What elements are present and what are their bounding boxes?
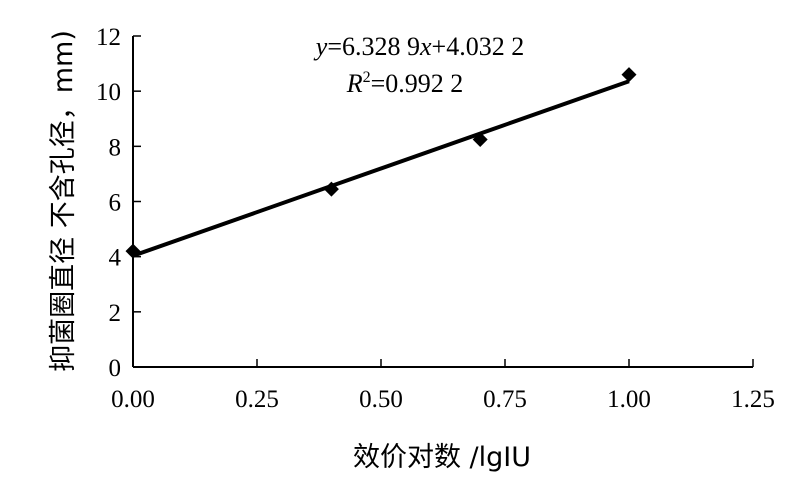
x-tick-label: 1.25	[731, 386, 775, 413]
x-tick-label: 0.50	[359, 386, 403, 413]
r-squared-label: R2=0.992 2	[346, 69, 464, 98]
y-tick-label: 8	[109, 134, 122, 161]
x-tick-label: 0.25	[235, 386, 279, 413]
y-tick-label: 12	[96, 24, 121, 51]
data-point-diamond	[621, 67, 637, 83]
x-tick-label: 0.00	[111, 386, 155, 413]
x-tick-label: 0.75	[483, 386, 527, 413]
trendline	[132, 79, 630, 258]
y-axis-title: 抑菌圈直径 不含孔径，mm)	[48, 30, 79, 372]
tick-labels: 0.00 0.25 0.50 0.75 1.00 1.25 0 2 4 6 8 10 12	[96, 24, 775, 413]
y-tick-label: 4	[109, 245, 122, 272]
y-tick-label: 2	[109, 300, 122, 327]
x-axis-title: 效价对数 /lgIU	[353, 442, 531, 473]
data-point-diamond	[125, 243, 141, 259]
y-tick-label: 0	[109, 355, 122, 382]
data-point-diamond	[323, 181, 339, 197]
y-tick-label: 6	[109, 190, 122, 217]
y-tick-label: 10	[96, 79, 121, 106]
trendline-equation: y=6.328 9x+4.032 2	[313, 32, 524, 61]
data-points	[125, 67, 637, 259]
x-tick-label: 1.00	[607, 386, 651, 413]
tick-marks	[132, 35, 754, 368]
data-point-diamond	[472, 131, 488, 147]
